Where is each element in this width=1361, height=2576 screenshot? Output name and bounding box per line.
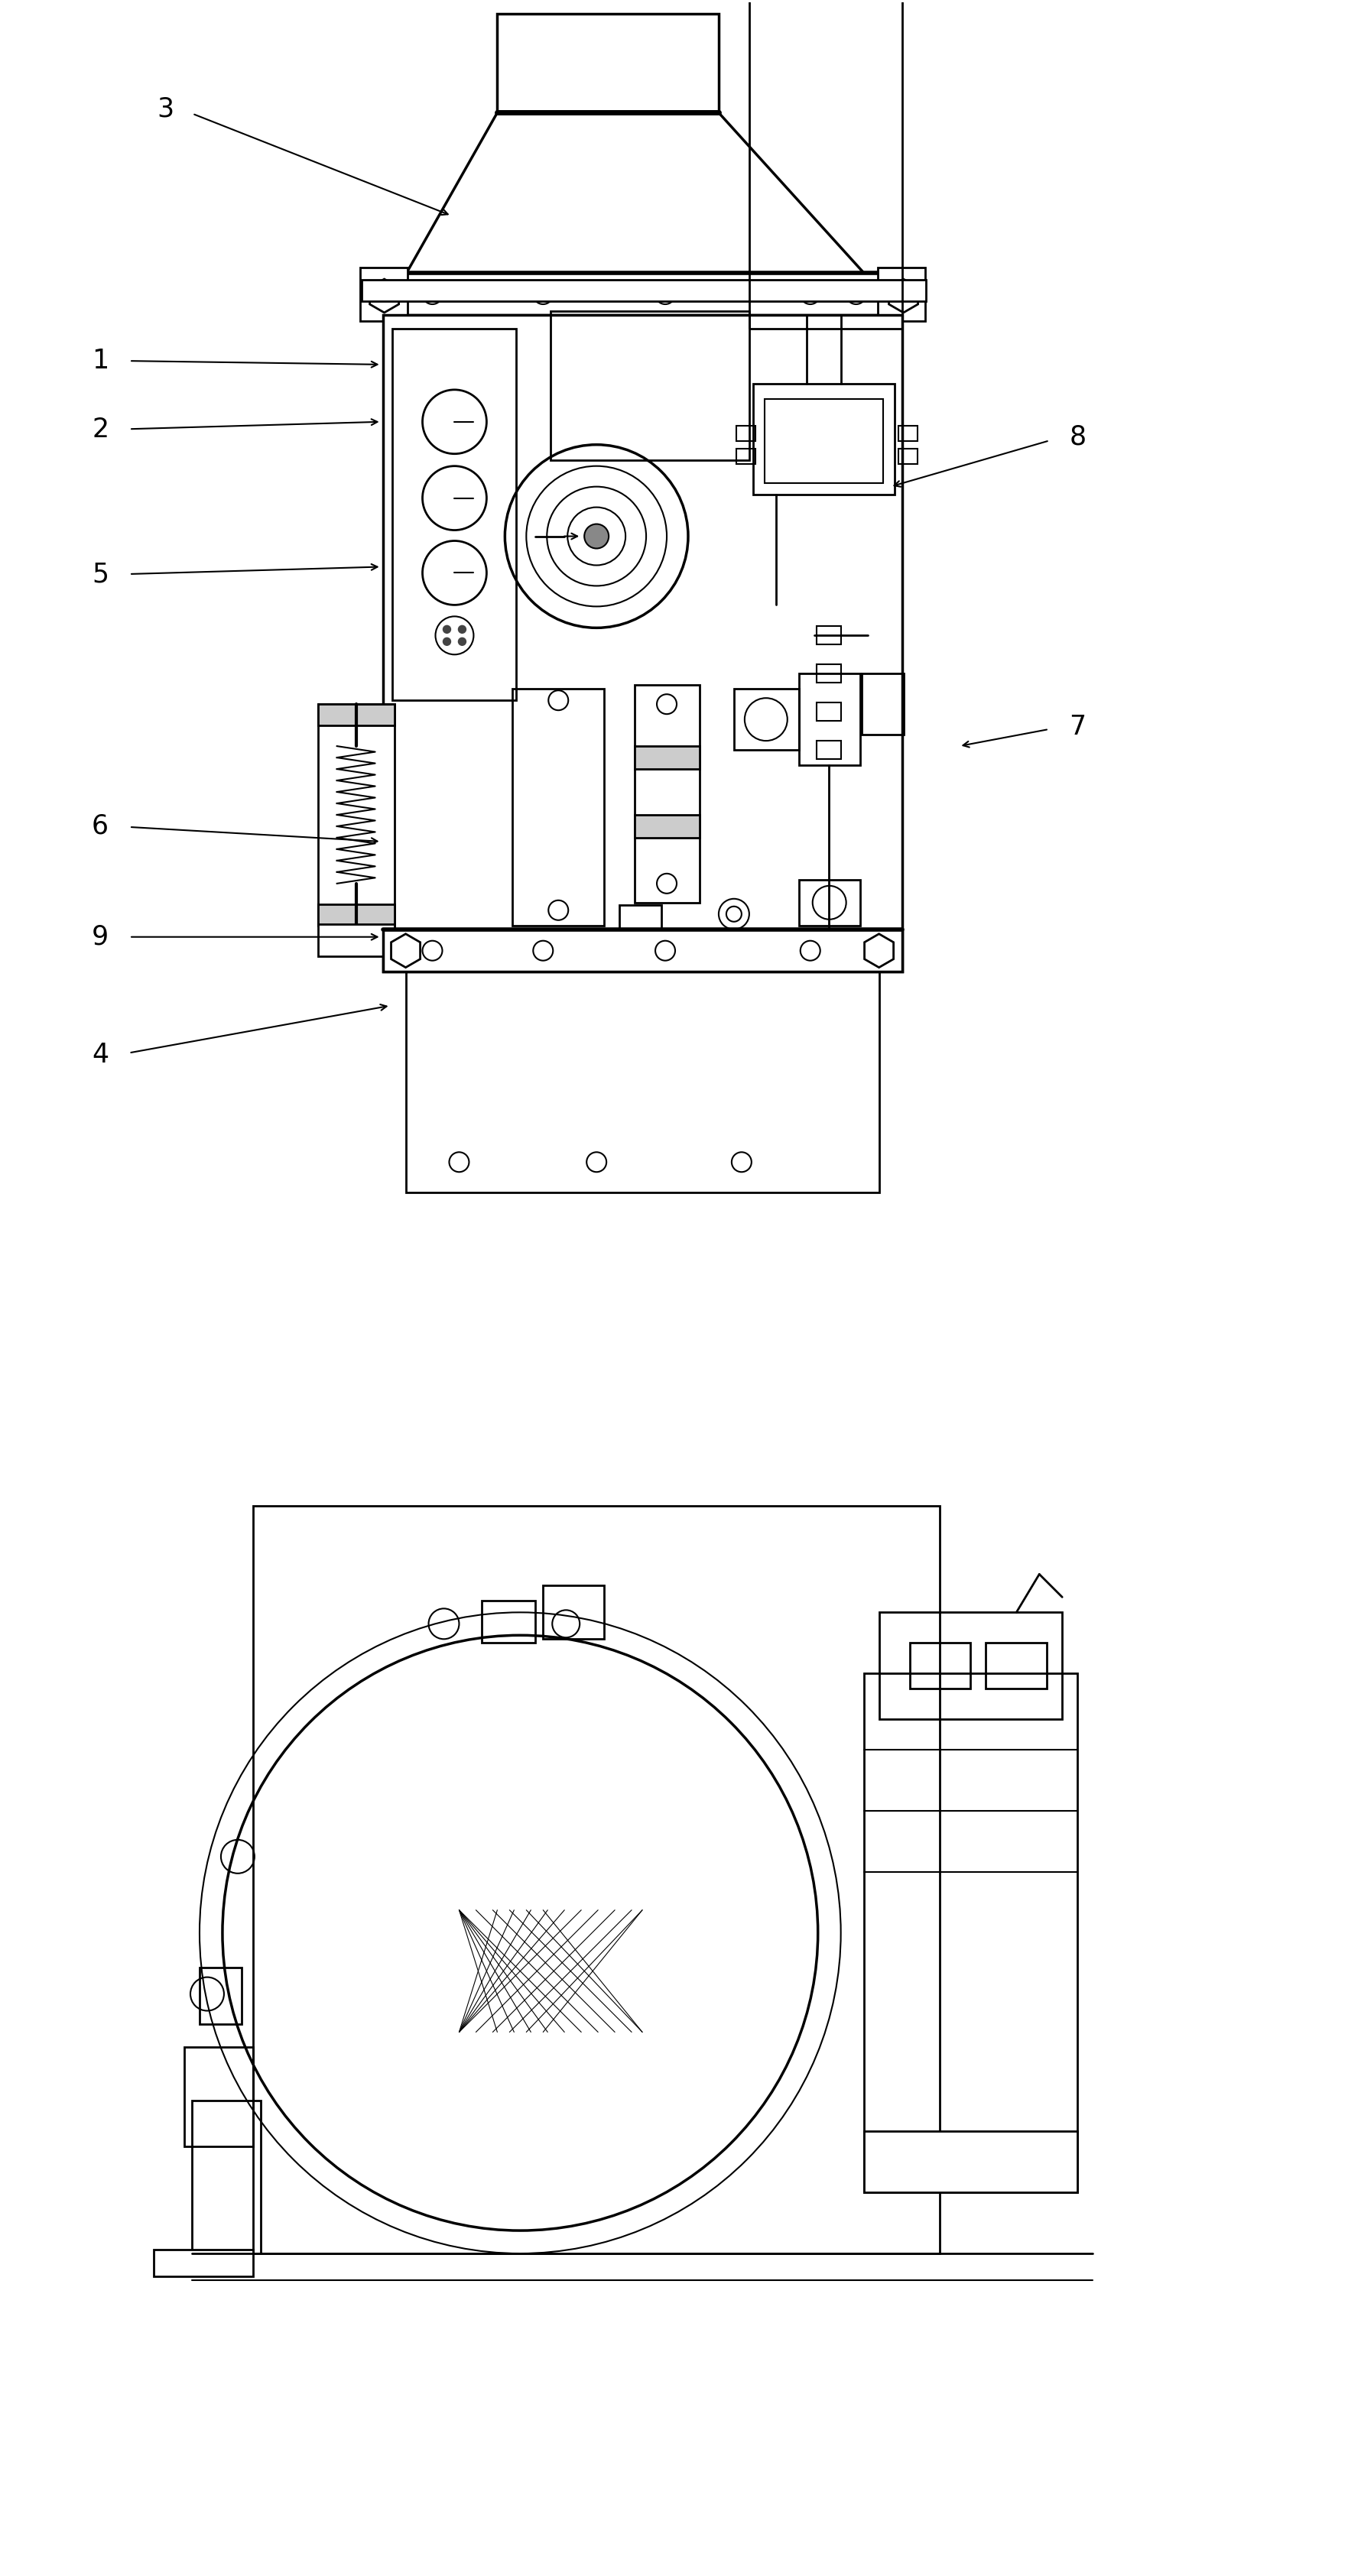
- Circle shape: [422, 466, 487, 531]
- Bar: [864, 1674, 1078, 2192]
- Bar: [817, 665, 841, 683]
- Bar: [799, 878, 860, 925]
- Circle shape: [459, 626, 465, 634]
- Bar: [362, 281, 927, 301]
- Bar: [734, 688, 799, 750]
- Bar: [184, 2048, 253, 2146]
- Circle shape: [422, 541, 487, 605]
- Bar: [862, 675, 904, 734]
- Circle shape: [444, 639, 450, 647]
- Text: 6: 6: [91, 814, 109, 840]
- Bar: [543, 1587, 604, 1638]
- Text: 2: 2: [91, 417, 109, 443]
- Text: 4: 4: [91, 1043, 109, 1069]
- Bar: [634, 747, 700, 770]
- Bar: [749, 0, 902, 330]
- Circle shape: [444, 626, 450, 634]
- Text: 3: 3: [157, 95, 174, 121]
- Bar: [634, 685, 700, 902]
- Bar: [318, 925, 395, 956]
- Bar: [619, 904, 661, 930]
- Bar: [765, 399, 883, 482]
- Bar: [898, 425, 917, 440]
- Bar: [359, 268, 407, 322]
- Text: 7: 7: [1068, 714, 1086, 739]
- Bar: [382, 314, 902, 971]
- FancyBboxPatch shape: [770, 404, 874, 477]
- Bar: [817, 626, 841, 644]
- Circle shape: [584, 523, 608, 549]
- Circle shape: [459, 639, 465, 647]
- Bar: [192, 2102, 260, 2254]
- Bar: [736, 448, 755, 464]
- Bar: [799, 675, 860, 765]
- Bar: [551, 312, 749, 461]
- Bar: [382, 930, 902, 971]
- Bar: [634, 814, 700, 837]
- Bar: [864, 2130, 1078, 2192]
- Bar: [318, 904, 395, 925]
- Bar: [253, 1504, 940, 2254]
- Text: 9: 9: [91, 925, 109, 951]
- Bar: [898, 448, 917, 464]
- Bar: [879, 1613, 1062, 1718]
- Text: 1: 1: [91, 348, 109, 374]
- Bar: [392, 330, 516, 701]
- Text: 5: 5: [93, 562, 109, 587]
- Text: 8: 8: [1068, 425, 1086, 451]
- Bar: [817, 703, 841, 721]
- Bar: [318, 703, 395, 726]
- Bar: [482, 1600, 535, 1643]
- Bar: [817, 742, 841, 760]
- Bar: [878, 268, 924, 322]
- Bar: [909, 1643, 970, 1690]
- Bar: [382, 273, 902, 314]
- Bar: [513, 688, 604, 925]
- Bar: [154, 2249, 253, 2277]
- Bar: [497, 13, 719, 113]
- Bar: [985, 1643, 1047, 1690]
- Bar: [406, 971, 879, 1193]
- Bar: [200, 1968, 241, 2025]
- Bar: [736, 425, 755, 440]
- Bar: [753, 384, 894, 495]
- Circle shape: [422, 389, 487, 453]
- Bar: [318, 703, 395, 925]
